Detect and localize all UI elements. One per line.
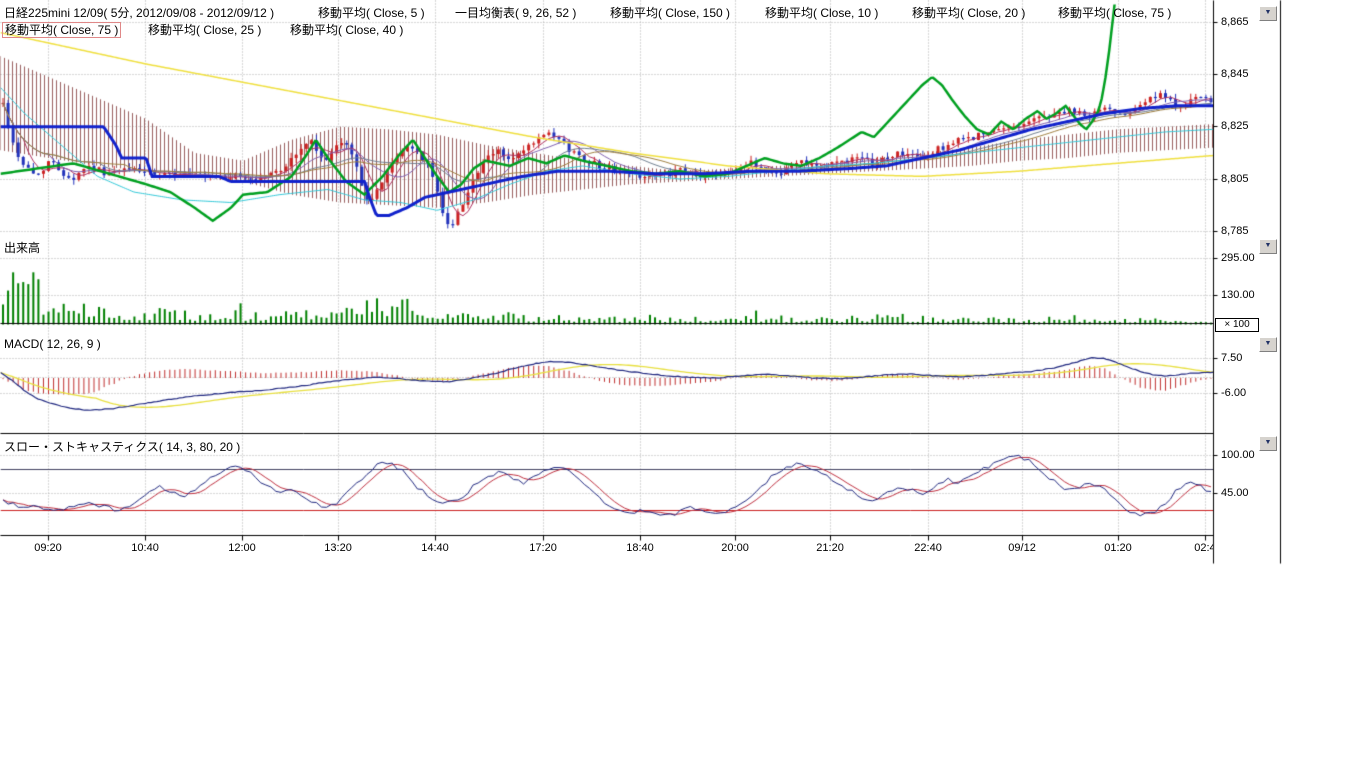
legend-item[interactable]: 一目均衡表( 9, 26, 52 ) (455, 6, 576, 20)
legend-item[interactable]: 移動平均( Close, 75 ) (2, 22, 121, 38)
axis-tick-label: 8,825 (1221, 120, 1249, 132)
axis-tick-label: 295.00 (1221, 252, 1255, 264)
legend-item[interactable]: 移動平均( Close, 20 ) (912, 6, 1025, 20)
macd-pane-label: MACD( 12, 26, 9 ) (4, 337, 101, 351)
pane-collapse-button[interactable]: ▼ (1259, 6, 1277, 21)
pane-collapse-button[interactable]: ▼ (1259, 436, 1277, 451)
pane-collapse-button[interactable]: ▼ (1259, 239, 1277, 254)
axis-tick-label: -6.00 (1221, 387, 1246, 399)
axis-tick-label: 8,805 (1221, 173, 1249, 185)
volume-unit-badge: × 100 (1215, 318, 1259, 332)
legend-item[interactable]: 移動平均( Close, 150 ) (610, 6, 730, 20)
legend-item[interactable]: 移動平均( Close, 75 ) (1058, 6, 1171, 20)
legend-item[interactable]: 移動平均( Close, 40 ) (290, 23, 403, 37)
pane-collapse-button[interactable]: ▼ (1259, 337, 1277, 352)
legend-item[interactable]: 移動平均( Close, 25 ) (148, 23, 261, 37)
charting-app-window: 09:2010:4012:0013:2014:4017:2018:4020:00… (0, 0, 1366, 768)
axis-tick-label: 8,785 (1221, 225, 1249, 237)
stoch-pane-label: スロー・ストキャスティクス( 14, 3, 80, 20 ) (4, 438, 240, 455)
legend-item[interactable]: 移動平均( Close, 5 ) (318, 6, 425, 20)
axis-tick-label: 130.00 (1221, 289, 1255, 301)
legend-item[interactable]: 移動平均( Close, 10 ) (765, 6, 878, 20)
axis-tick-label: 8,865 (1221, 16, 1249, 28)
axis-tick-label: 8,845 (1221, 68, 1249, 80)
volume-pane-label: 出来高 (4, 239, 40, 256)
axis-tick-label: 7.50 (1221, 352, 1242, 364)
axis-tick-label: 100.00 (1221, 449, 1255, 461)
axis-tick-label: 45.00 (1221, 487, 1249, 499)
chart-canvas[interactable] (0, 0, 1366, 566)
legend-item[interactable]: 日経225mini 12/09( 5分, 2012/09/08 - 2012/0… (4, 6, 274, 20)
